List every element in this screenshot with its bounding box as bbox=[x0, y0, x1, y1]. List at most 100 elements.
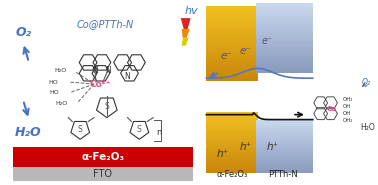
Bar bbox=[256, 46, 313, 48]
Bar bbox=[206, 165, 257, 167]
Bar bbox=[256, 30, 313, 32]
Bar bbox=[256, 145, 313, 147]
Bar bbox=[206, 40, 257, 43]
Bar bbox=[206, 139, 257, 140]
Bar bbox=[206, 15, 257, 17]
Bar bbox=[206, 73, 257, 75]
Bar bbox=[206, 132, 257, 134]
Bar bbox=[256, 149, 313, 151]
Bar bbox=[256, 166, 313, 168]
Bar bbox=[206, 51, 257, 53]
Text: S: S bbox=[137, 125, 142, 134]
Bar bbox=[206, 17, 257, 19]
Bar bbox=[206, 118, 257, 120]
Bar bbox=[206, 39, 257, 41]
Bar bbox=[256, 9, 313, 11]
Bar bbox=[256, 150, 313, 152]
Bar bbox=[256, 124, 313, 126]
Bar bbox=[256, 155, 313, 157]
Bar bbox=[206, 27, 257, 29]
Bar bbox=[256, 14, 313, 16]
Bar bbox=[206, 162, 257, 164]
Bar bbox=[256, 142, 313, 144]
Bar bbox=[206, 21, 257, 23]
Bar bbox=[206, 28, 257, 31]
Bar bbox=[256, 127, 313, 129]
Bar bbox=[206, 112, 257, 114]
Bar bbox=[206, 26, 257, 28]
Bar bbox=[206, 76, 257, 78]
Text: h⁺: h⁺ bbox=[266, 142, 279, 152]
Bar bbox=[256, 50, 313, 52]
Bar bbox=[206, 145, 257, 147]
Bar bbox=[256, 41, 313, 43]
Bar bbox=[206, 117, 257, 119]
Text: OH₂: OH₂ bbox=[342, 118, 353, 123]
Bar bbox=[206, 153, 257, 155]
Bar bbox=[256, 48, 313, 50]
Polygon shape bbox=[181, 18, 191, 29]
Bar bbox=[206, 114, 257, 116]
Text: N: N bbox=[105, 66, 111, 75]
Text: H₂O: H₂O bbox=[54, 68, 67, 73]
Bar bbox=[206, 119, 257, 121]
Text: Co@PTTh-N: Co@PTTh-N bbox=[76, 19, 133, 29]
Text: e⁻: e⁻ bbox=[220, 51, 232, 60]
Bar bbox=[206, 70, 257, 72]
Bar bbox=[206, 147, 257, 149]
Bar bbox=[256, 137, 313, 138]
Bar bbox=[206, 124, 257, 126]
Bar bbox=[206, 54, 257, 56]
Bar bbox=[206, 126, 257, 128]
Bar bbox=[256, 172, 313, 174]
Bar bbox=[206, 68, 257, 70]
Text: S: S bbox=[104, 102, 109, 111]
Bar bbox=[206, 61, 257, 63]
Bar bbox=[256, 3, 313, 5]
Polygon shape bbox=[182, 29, 190, 38]
Bar bbox=[256, 68, 313, 70]
Bar bbox=[206, 18, 257, 20]
Bar bbox=[256, 39, 313, 41]
Bar bbox=[256, 139, 313, 140]
Bar bbox=[206, 24, 257, 26]
Text: α-Fe₂O₃: α-Fe₂O₃ bbox=[81, 152, 124, 162]
Bar bbox=[206, 169, 257, 171]
Text: OH₂: OH₂ bbox=[342, 97, 353, 102]
Bar bbox=[206, 168, 257, 170]
Bar bbox=[206, 136, 257, 138]
Text: HO: HO bbox=[50, 90, 59, 95]
Bar bbox=[206, 79, 257, 81]
Bar bbox=[256, 125, 313, 127]
Bar bbox=[256, 21, 313, 23]
Bar bbox=[206, 45, 257, 47]
Bar bbox=[206, 156, 257, 158]
Bar bbox=[206, 141, 257, 143]
Bar bbox=[256, 158, 313, 160]
Bar bbox=[206, 142, 257, 144]
Bar bbox=[206, 171, 257, 174]
Bar bbox=[256, 34, 313, 36]
Text: PTTh-N: PTTh-N bbox=[268, 170, 298, 179]
Bar bbox=[256, 43, 313, 46]
Bar bbox=[256, 20, 313, 22]
Bar bbox=[206, 137, 257, 139]
Bar bbox=[256, 164, 313, 166]
Bar bbox=[206, 67, 257, 69]
Bar bbox=[256, 161, 313, 163]
Bar bbox=[206, 34, 257, 37]
Bar bbox=[206, 123, 257, 125]
Bar bbox=[206, 131, 257, 133]
Text: Co²⁺: Co²⁺ bbox=[89, 80, 111, 89]
Bar bbox=[206, 31, 257, 34]
Bar bbox=[256, 6, 313, 8]
Text: OH: OH bbox=[342, 111, 351, 116]
Bar bbox=[256, 35, 313, 37]
Bar bbox=[256, 64, 313, 66]
Bar bbox=[206, 161, 257, 162]
Text: hv: hv bbox=[185, 6, 198, 16]
Bar bbox=[206, 65, 257, 68]
Bar bbox=[206, 163, 257, 165]
Bar bbox=[256, 16, 313, 18]
Bar bbox=[256, 130, 313, 132]
